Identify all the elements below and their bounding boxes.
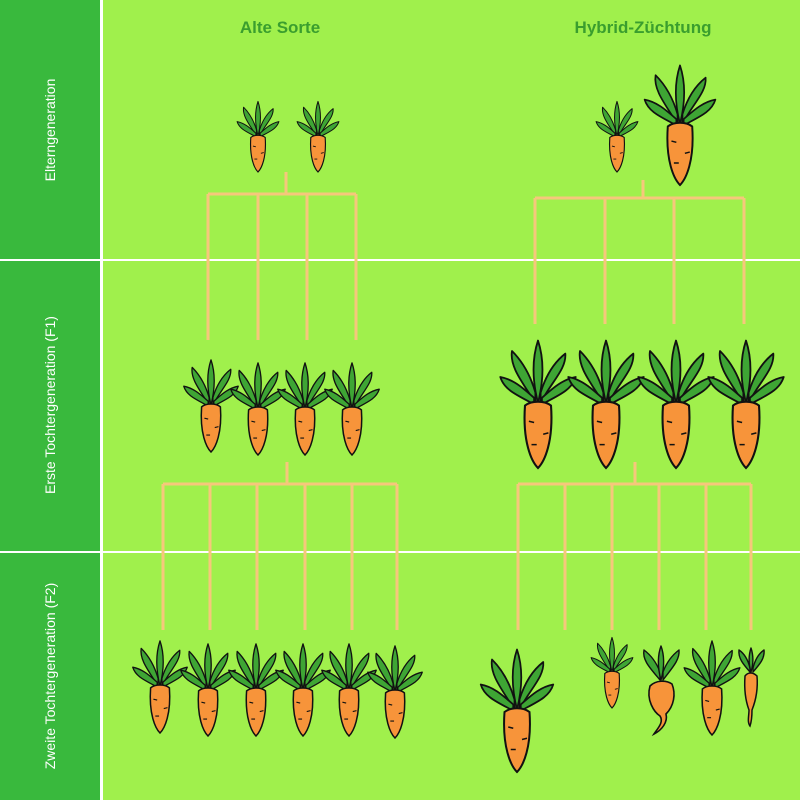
carrot-icon (738, 647, 765, 728)
vertical-divider (100, 0, 103, 800)
carrot-icon (590, 636, 634, 709)
carrot-icon (276, 362, 334, 456)
carrot-icon (274, 643, 332, 737)
connector-old-f1-f2 (161, 462, 399, 630)
carrot-icon (227, 643, 285, 737)
carrot-icon (637, 339, 715, 470)
carrot-icon (179, 643, 237, 737)
connector-hybrid-parents-f1 (533, 180, 746, 324)
carrot-icon (182, 359, 240, 453)
row-divider-2 (0, 551, 800, 553)
column-title-old-variety: Alte Sorte (239, 18, 321, 37)
carrot-icon (229, 362, 287, 456)
carrot-icon (323, 362, 381, 456)
carrot-icon (479, 648, 555, 773)
column-title-hybrid: Hybrid-Züchtung (574, 18, 712, 37)
row-divider-1 (0, 259, 800, 261)
carrot-icon (683, 640, 741, 736)
carrot-icon (296, 100, 340, 173)
connector-old-parents-f1 (206, 172, 358, 340)
carrot-icon (643, 64, 717, 186)
generation-sidebar (0, 0, 100, 800)
carrot-icon (366, 645, 424, 739)
connector-hybrid-f1-f2 (516, 462, 753, 630)
carrot-icon (236, 100, 280, 173)
carrot-icon (595, 100, 639, 173)
carrot-icon (707, 339, 785, 470)
carrot-icon (320, 643, 378, 737)
carrot-icon (131, 640, 189, 734)
carrot-icon (567, 339, 645, 470)
carrot-icon (643, 645, 680, 737)
carrot-icon (499, 339, 577, 470)
